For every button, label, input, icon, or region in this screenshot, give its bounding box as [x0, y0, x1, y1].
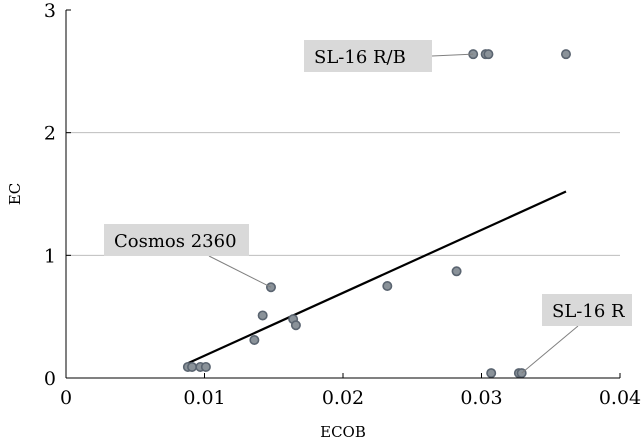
annotation-box — [542, 294, 632, 326]
annotation-box — [304, 40, 432, 72]
x-tick-label: 0 — [60, 387, 72, 409]
data-point — [187, 361, 198, 372]
x-axis-label: ECOB — [320, 423, 366, 441]
data-point — [200, 361, 211, 372]
fit-line — [187, 190, 567, 365]
x-tick-label: 0.04 — [599, 387, 641, 409]
annotation-leader — [521, 325, 579, 374]
annotation-label: SL-16 R/B — [314, 47, 406, 68]
x-tick-label: 0.03 — [460, 387, 502, 409]
data-point — [382, 280, 393, 291]
data-point — [451, 266, 462, 277]
data-point — [257, 310, 268, 321]
y-tick-label: 0 — [44, 368, 56, 390]
annotation-box — [104, 224, 249, 256]
y-tick-label: 3 — [44, 0, 56, 22]
annotation-leader — [208, 255, 272, 288]
y-axis-label: EC — [6, 183, 24, 205]
annotations-layer: SL-16 R/B Cosmos 2360 SL-16 R — [104, 40, 632, 374]
axes: 0 0.01 0.02 0.03 0.04 0 1 2 3 — [44, 0, 641, 409]
x-tick-label: 0.02 — [322, 387, 364, 409]
points-layer — [182, 49, 571, 379]
y-tick-label: 2 — [44, 123, 56, 145]
data-point — [560, 49, 571, 60]
annotation-label: SL-16 R — [552, 301, 625, 322]
fit-line-layer — [187, 190, 567, 365]
y-tick-label: 1 — [44, 245, 56, 267]
data-point — [249, 334, 260, 345]
annotation-label: Cosmos 2360 — [114, 231, 237, 252]
x-tick-label: 0.01 — [183, 387, 225, 409]
data-point — [483, 49, 494, 60]
data-point — [486, 368, 497, 379]
annotation-leader — [431, 53, 474, 57]
data-point — [290, 320, 301, 331]
